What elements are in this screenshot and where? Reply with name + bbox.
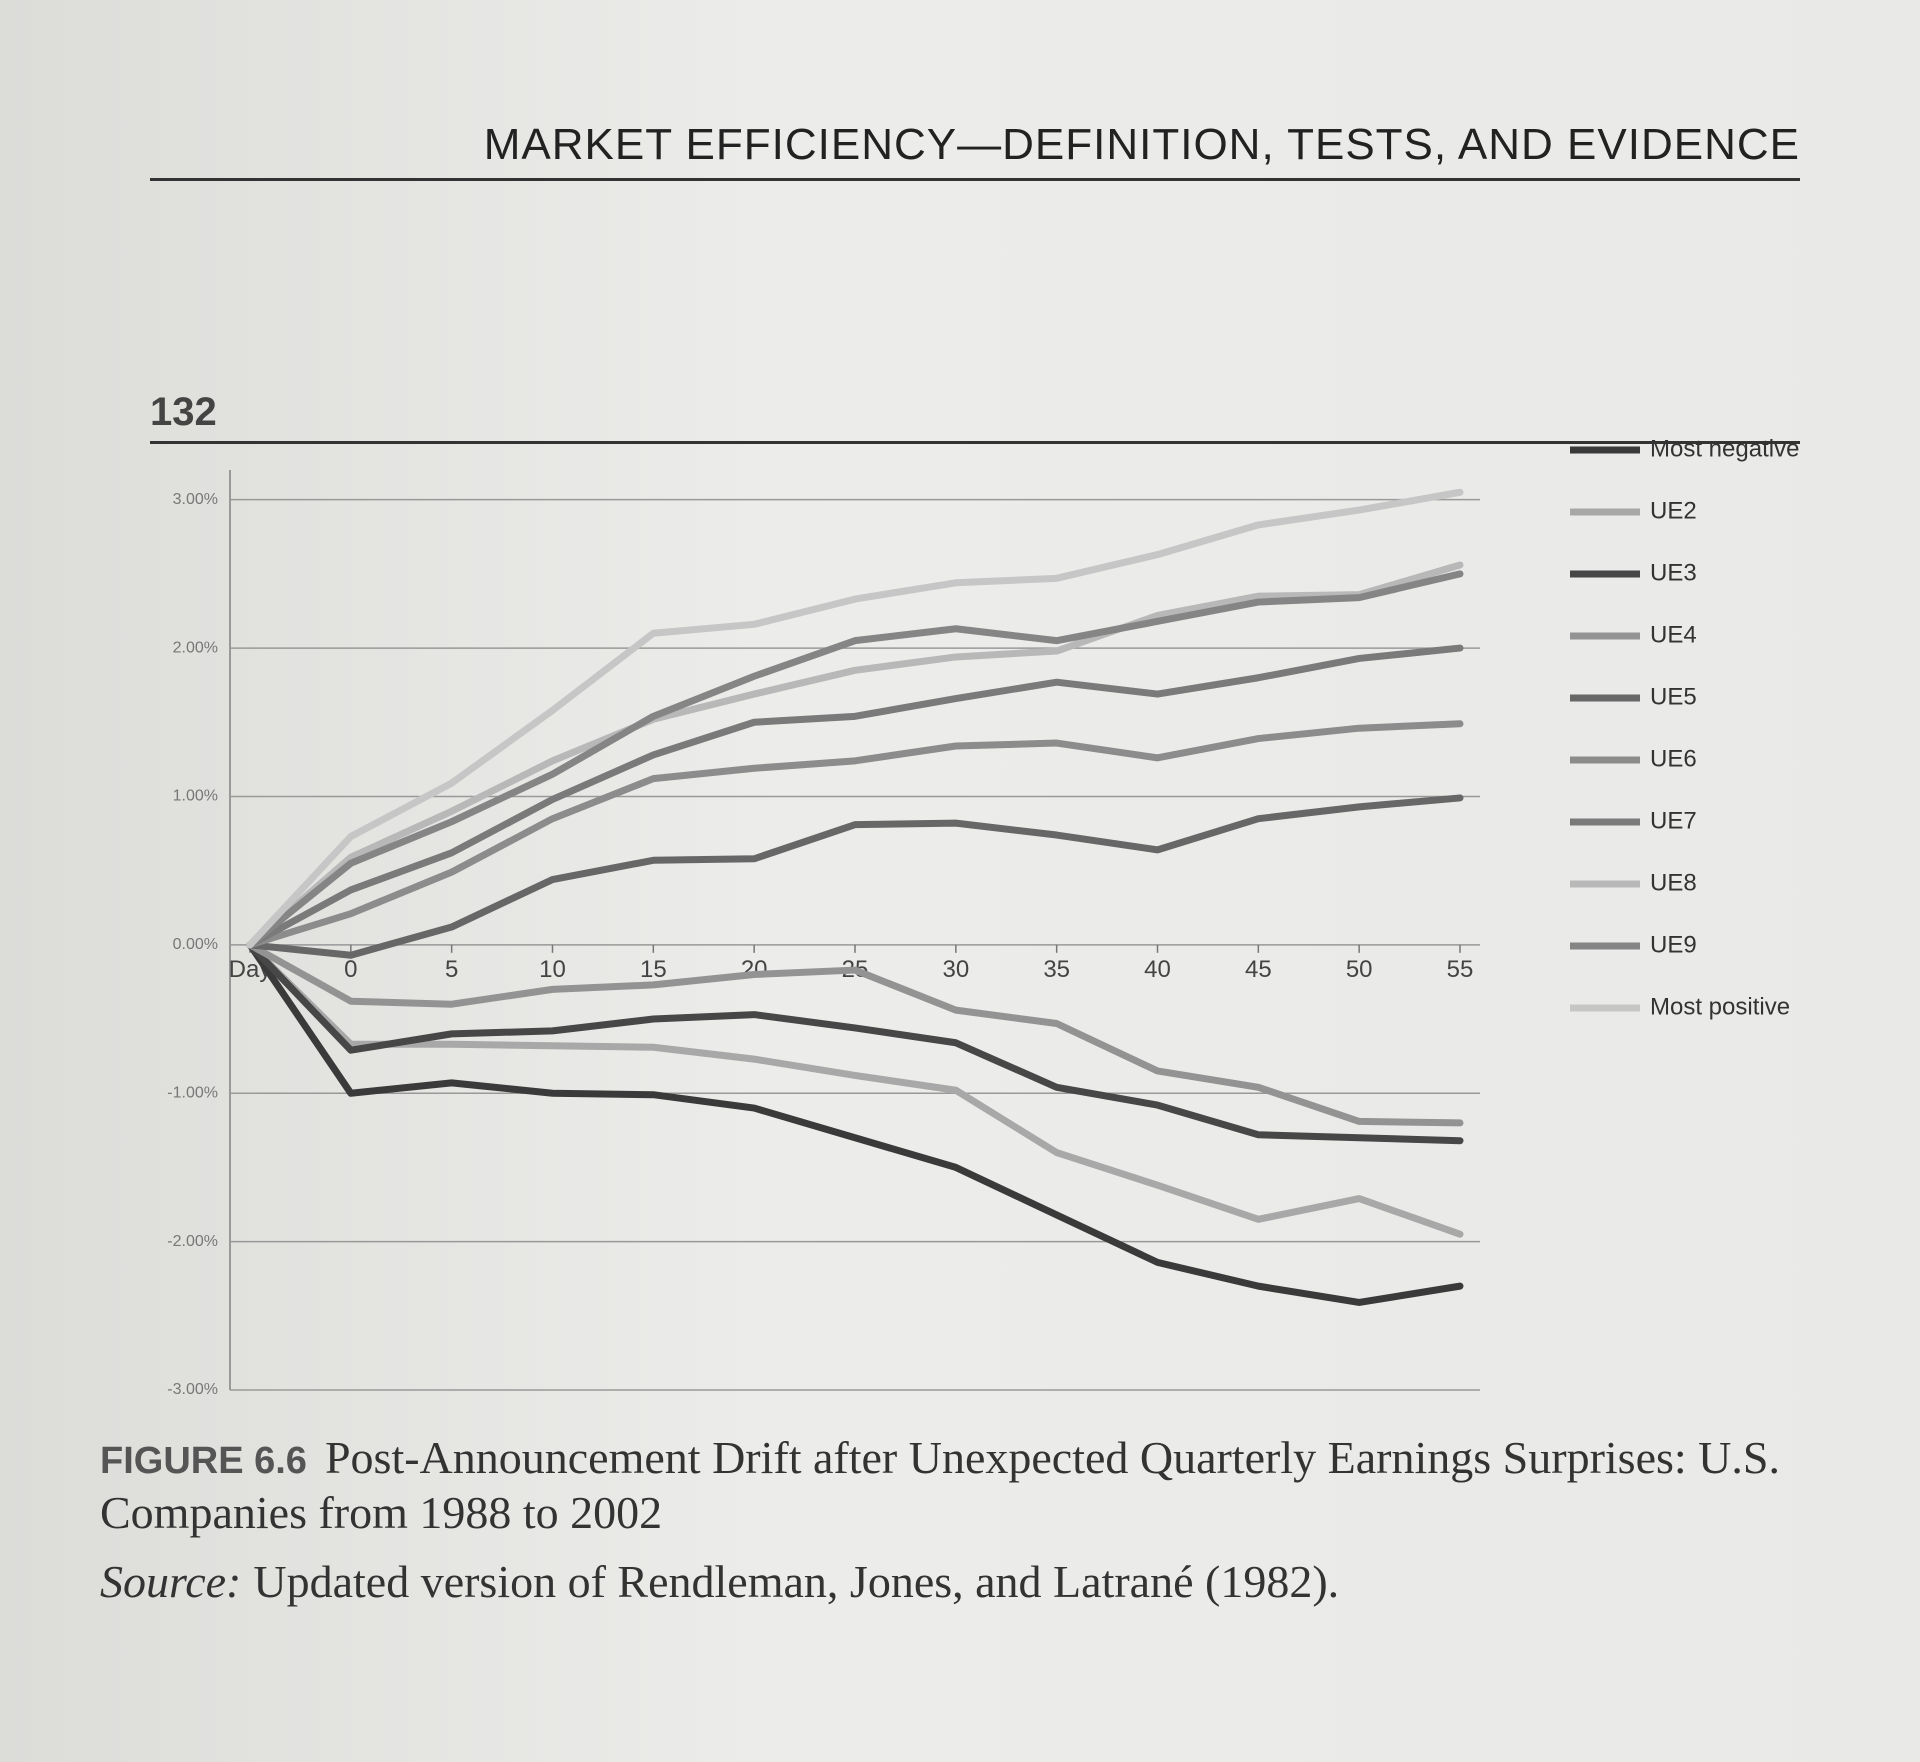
figure-caption: FIGURE 6.6 Post-Announcement Drift after … (100, 1430, 1820, 1610)
caption-title: Post-Announcement Drift after Unexpected… (100, 1432, 1780, 1539)
x-tick-label: 15 (640, 956, 667, 983)
legend-label: UE6 (1650, 745, 1697, 772)
y-tick-label: -3.00% (167, 1381, 218, 1398)
source-text: Updated version of Rendleman, Jones, and… (253, 1556, 1340, 1608)
source-label: Source: (100, 1556, 242, 1608)
legend-label: UE4 (1650, 621, 1697, 648)
legend-label: UE8 (1650, 869, 1697, 896)
x-tick-label: 20 (741, 956, 768, 983)
series-line (246, 941, 1464, 1145)
x-tick-label: 55 (1447, 956, 1474, 983)
series-line (246, 941, 1464, 1127)
legend-label: UE5 (1650, 683, 1697, 710)
legend-label: Most positive (1650, 993, 1790, 1020)
figure-label: FIGURE 6.6 (100, 1440, 307, 1482)
y-tick-label: -1.00% (167, 1084, 218, 1101)
series-line (246, 794, 1464, 959)
x-tick-label: 35 (1043, 956, 1070, 983)
y-tick-label: 3.00% (173, 491, 218, 508)
chart: -3.00%-2.00%-1.00%0.00%1.00%2.00%3.00%Da… (167, 435, 1799, 1398)
y-tick-label: 0.00% (173, 936, 218, 953)
series-line (246, 941, 1464, 1238)
caption-title-row: FIGURE 6.6 Post-Announcement Drift after … (100, 1430, 1820, 1540)
series-line (246, 941, 1464, 1306)
legend-label: UE7 (1650, 807, 1697, 834)
x-tick-label: 45 (1245, 956, 1272, 983)
caption-source-row: Source: Updated version of Rendleman, Jon… (100, 1554, 1820, 1609)
x-tick-label: 40 (1144, 956, 1171, 983)
x-tick-label: 5 (445, 956, 458, 983)
legend-label: UE9 (1650, 931, 1697, 958)
x-tick-label: 10 (539, 956, 566, 983)
y-tick-label: -2.00% (167, 1233, 218, 1250)
legend-label: UE2 (1650, 497, 1697, 524)
legend-label: Most negative (1650, 435, 1799, 462)
x-tick-label: 30 (942, 956, 969, 983)
y-tick-label: 1.00% (173, 788, 218, 805)
y-tick-label: 2.00% (173, 639, 218, 656)
running-title: MARKET EFFICIENCY—DEFINITION, TESTS, AND… (150, 120, 1800, 181)
series-line (246, 644, 1464, 949)
series-line (246, 570, 1464, 949)
legend-label: UE3 (1650, 559, 1697, 586)
series-line (246, 720, 1464, 949)
series-line (246, 488, 1464, 949)
x-tick-label: 0 (344, 956, 357, 983)
x-tick-label: 50 (1346, 956, 1373, 983)
series-line (246, 561, 1464, 949)
page-number: 132 (150, 390, 1800, 444)
